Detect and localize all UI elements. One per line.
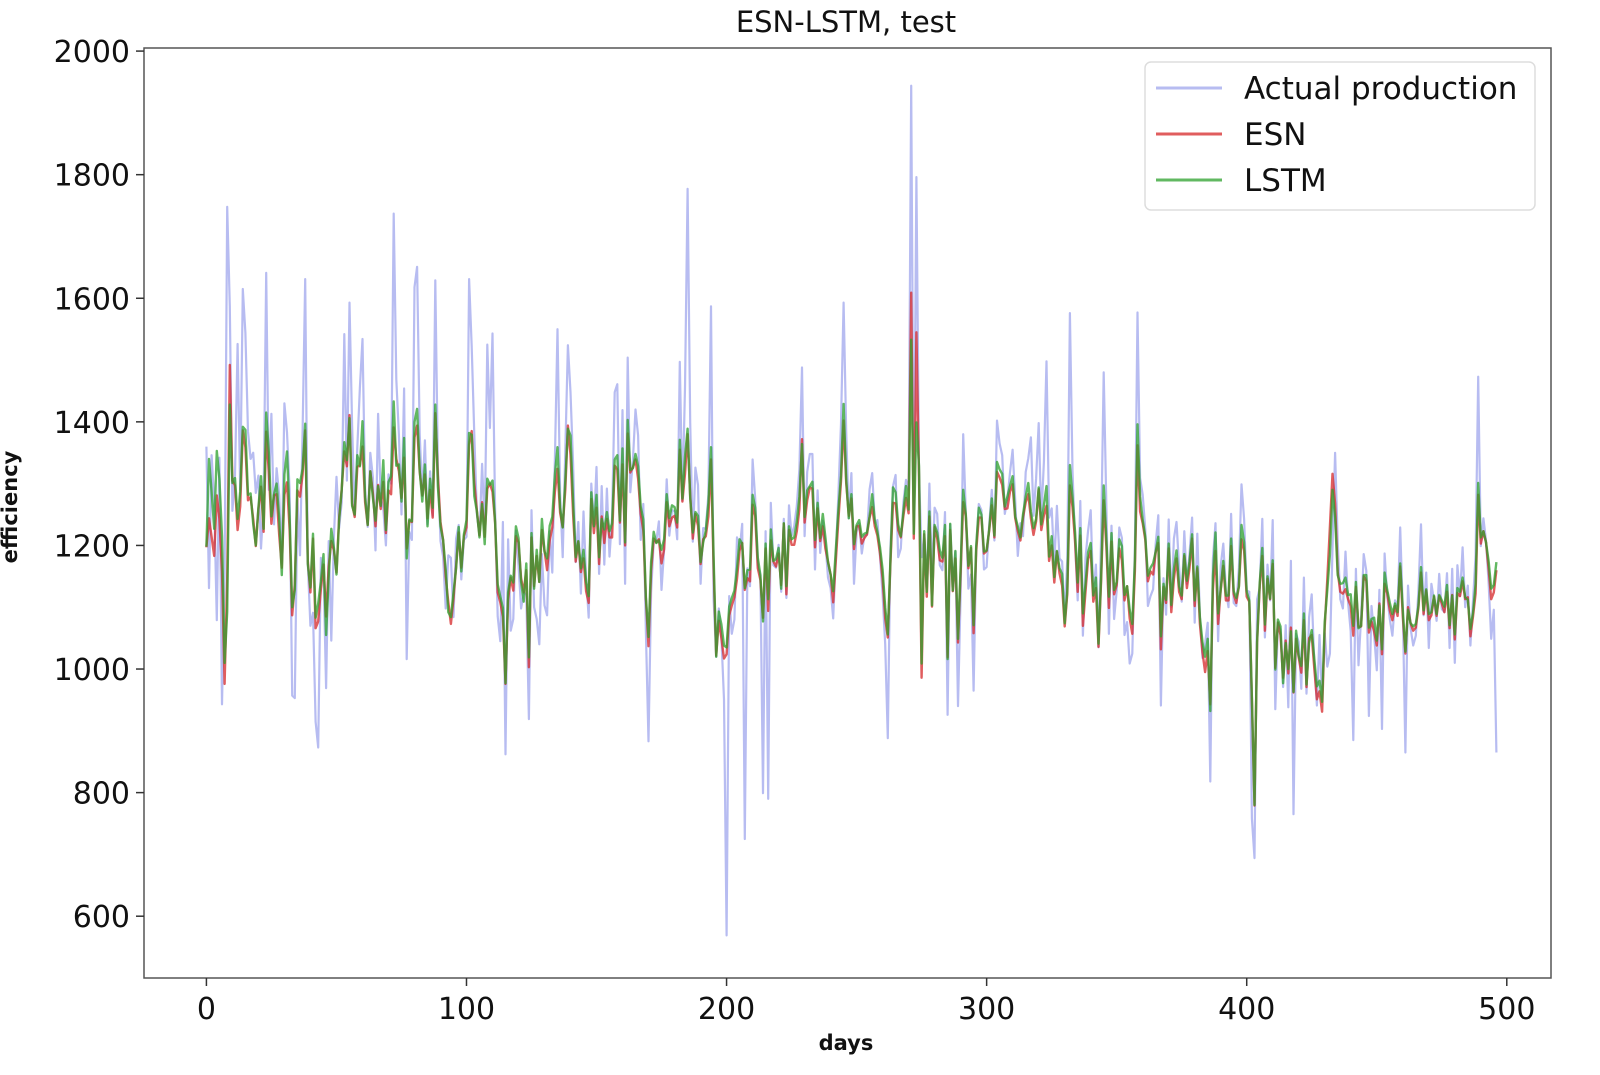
series-lines bbox=[205, 84, 1498, 937]
y-tick-label: 1000 bbox=[54, 653, 130, 688]
legend-label: ESN bbox=[1244, 117, 1306, 153]
y-tick-label: 800 bbox=[73, 777, 130, 812]
series-line-lstm bbox=[205, 338, 1498, 807]
x-tick-label: 500 bbox=[1478, 992, 1535, 1027]
y-tick-label: 2000 bbox=[54, 35, 130, 70]
x-tick-label: 200 bbox=[698, 992, 755, 1027]
title-group: ESN-LSTM, test bbox=[736, 5, 956, 39]
x-tick-label: 0 bbox=[197, 992, 216, 1027]
y-axis-ticks: 600 800 1000 1200 1400 1600 1800 2000 bbox=[54, 35, 144, 935]
legend-label: Actual production bbox=[1244, 71, 1517, 107]
y-axis-label: efficiency bbox=[0, 450, 22, 563]
x-tick-label: 100 bbox=[438, 992, 495, 1027]
x-tick-label: 400 bbox=[1218, 992, 1275, 1027]
y-tick-label: 1600 bbox=[54, 282, 130, 317]
x-axis-label: days bbox=[819, 1031, 874, 1055]
y-tick-label: 600 bbox=[73, 900, 130, 935]
y-tick-label: 1200 bbox=[54, 529, 130, 564]
y-tick-label: 1400 bbox=[54, 406, 130, 441]
y-tick-label: 1800 bbox=[54, 159, 130, 194]
x-axis-ticks: 0 100 200 300 400 500 bbox=[197, 978, 1535, 1027]
legend: Actual production ESN LSTM bbox=[1144, 61, 1536, 211]
chart-title: ESN-LSTM, test bbox=[736, 5, 956, 39]
legend-label: LSTM bbox=[1244, 163, 1327, 199]
legend-box bbox=[1144, 61, 1536, 211]
x-tick-label: 300 bbox=[958, 992, 1015, 1027]
plot-area-frame bbox=[143, 47, 1552, 979]
series-line-esn bbox=[205, 291, 1498, 807]
